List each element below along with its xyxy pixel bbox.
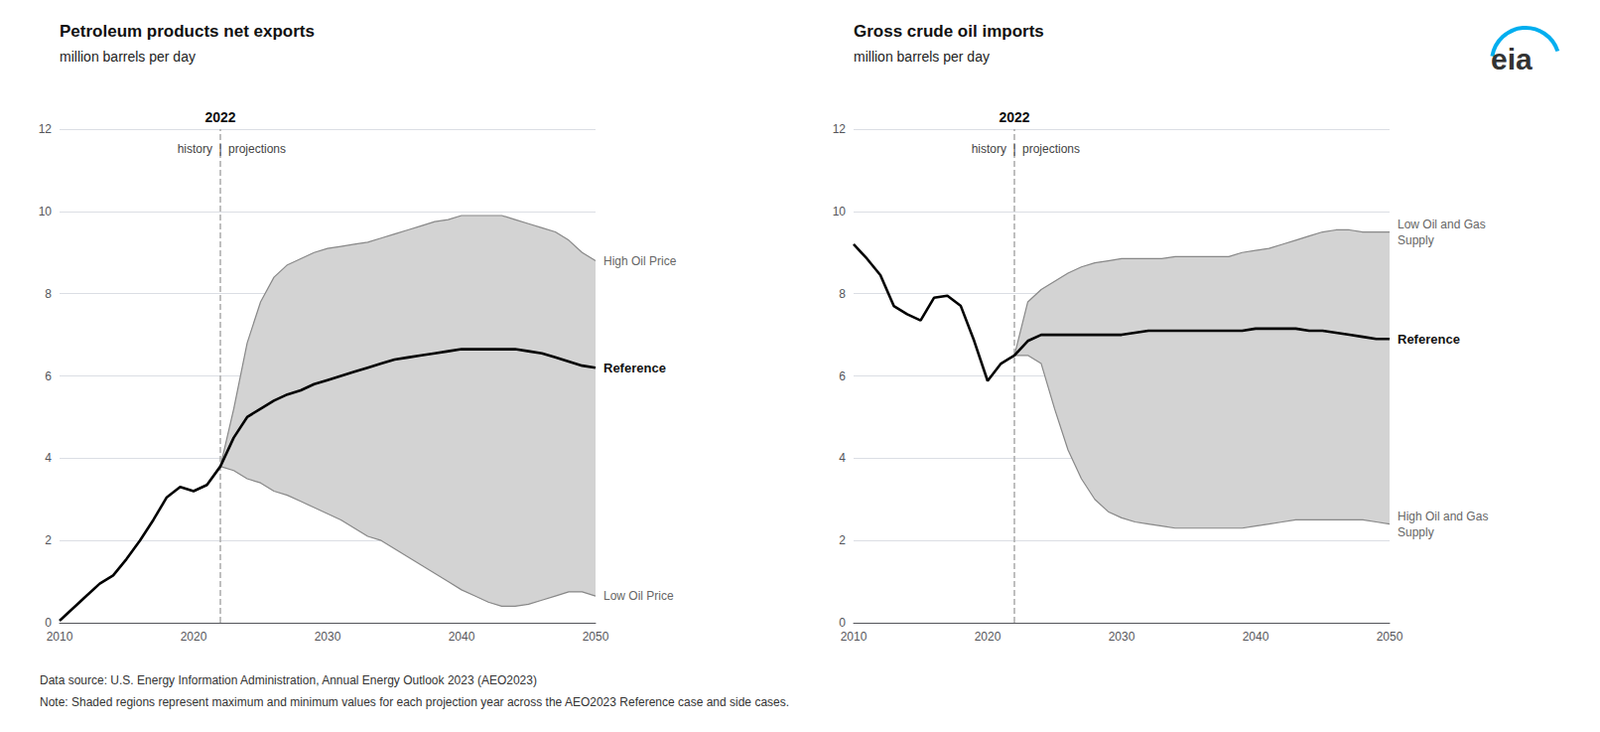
- svg-text:Low Oil Price: Low Oil Price: [603, 588, 674, 603]
- svg-text:12: 12: [38, 122, 53, 136]
- svg-text:2020: 2020: [180, 629, 208, 644]
- svg-text:2030: 2030: [314, 629, 342, 644]
- svg-text:10: 10: [832, 204, 847, 219]
- svg-text:2022: 2022: [998, 109, 1030, 126]
- svg-text:6: 6: [44, 369, 52, 384]
- svg-text:2040: 2040: [448, 629, 476, 644]
- svg-text:2010: 2010: [840, 629, 868, 644]
- svg-text:4: 4: [44, 450, 52, 465]
- svg-text:Low Oil and Gas: Low Oil and Gas: [1397, 217, 1486, 232]
- svg-text:Reference: Reference: [1397, 331, 1461, 347]
- svg-text:6: 6: [838, 369, 846, 384]
- svg-text:High Oil and Gas: High Oil and Gas: [1397, 509, 1488, 524]
- svg-text:|: |: [218, 141, 222, 156]
- svg-text:2050: 2050: [1376, 629, 1404, 644]
- svg-text:|: |: [1012, 141, 1016, 156]
- svg-text:Supply: Supply: [1397, 525, 1435, 539]
- svg-text:Data source: U.S. Energy Infor: Data source: U.S. Energy Information Adm…: [39, 672, 537, 687]
- svg-text:Petroleum products net exports: Petroleum products net exports: [59, 21, 315, 41]
- svg-text:2030: 2030: [1108, 629, 1136, 644]
- svg-text:4: 4: [838, 450, 846, 465]
- svg-text:2: 2: [838, 533, 846, 547]
- svg-text:Reference: Reference: [603, 360, 667, 376]
- svg-text:8: 8: [838, 286, 846, 301]
- svg-text:projections: projections: [1022, 141, 1080, 156]
- svg-text:2040: 2040: [1242, 629, 1270, 644]
- svg-text:8: 8: [44, 286, 52, 301]
- svg-text:history: history: [971, 141, 1007, 156]
- svg-text:0: 0: [838, 615, 846, 630]
- svg-text:2020: 2020: [974, 629, 1002, 644]
- svg-text:million barrels per day: million barrels per day: [853, 48, 990, 65]
- svg-text:2010: 2010: [46, 629, 74, 644]
- svg-text:Supply: Supply: [1397, 233, 1435, 248]
- svg-text:0: 0: [44, 615, 52, 630]
- svg-text:2050: 2050: [582, 629, 610, 644]
- svg-text:High Oil Price: High Oil Price: [603, 254, 677, 268]
- svg-text:history: history: [177, 141, 213, 156]
- svg-text:2: 2: [44, 533, 52, 547]
- svg-text:eia: eia: [1490, 42, 1533, 76]
- svg-text:Gross crude oil imports: Gross crude oil imports: [853, 21, 1045, 41]
- svg-text:projections: projections: [228, 141, 286, 156]
- svg-text:Note: Shaded regions represent: Note: Shaded regions represent maximum a…: [39, 694, 790, 709]
- svg-text:2022: 2022: [204, 109, 236, 126]
- svg-text:10: 10: [38, 204, 53, 219]
- svg-text:million barrels per day: million barrels per day: [59, 48, 196, 65]
- svg-text:12: 12: [832, 122, 847, 136]
